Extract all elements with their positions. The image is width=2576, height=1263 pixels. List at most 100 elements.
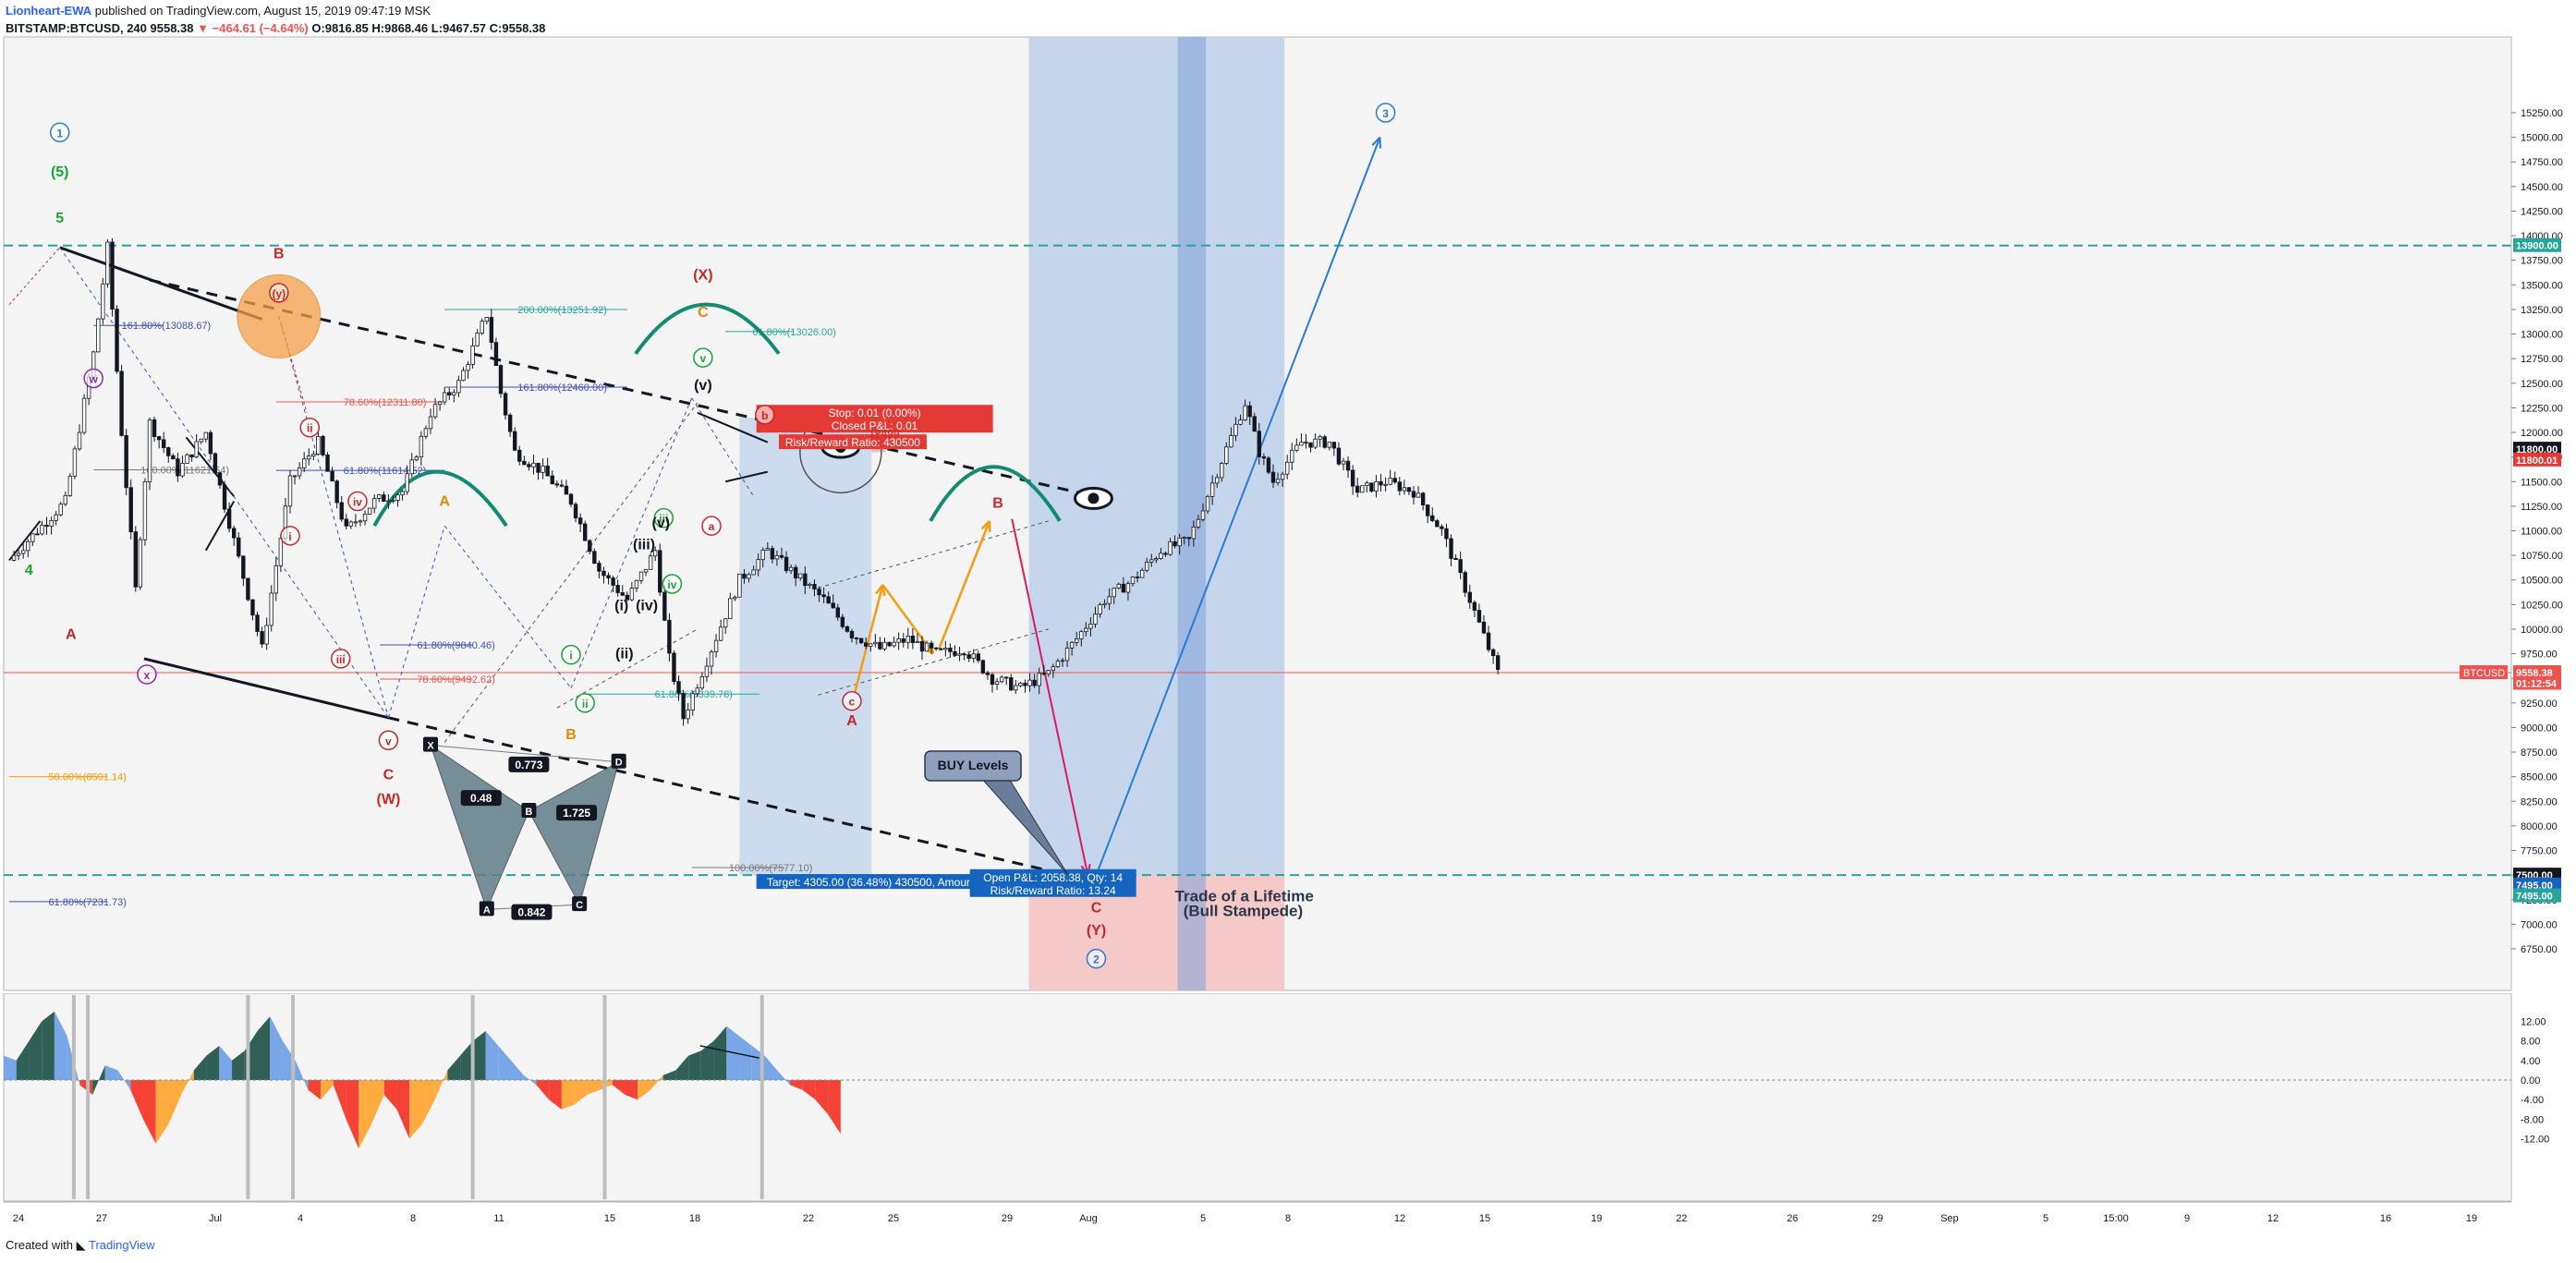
projection-arrow-up-3 (1095, 137, 1381, 876)
time-tick-label: 5 (2043, 1213, 2048, 1224)
oscillator-bar (523, 1075, 537, 1086)
candle-body (513, 431, 517, 451)
wave-label: A (846, 713, 857, 729)
oscillator-bar (321, 1080, 334, 1100)
candle-body (939, 648, 943, 650)
candle-body (461, 370, 466, 382)
harmonic-ratio-label: 1.725 (563, 807, 590, 820)
candle-body (788, 566, 794, 572)
candle-body (1345, 460, 1351, 471)
wave-label: iv (667, 578, 676, 591)
candle-body (849, 630, 855, 638)
time-tick-label: 26 (1787, 1213, 1798, 1224)
symbol-name: BITSTAMP:BTCUSD, 240 (6, 21, 147, 35)
oscillator-bar (54, 1011, 67, 1080)
projection-arrow-up-1 (853, 584, 884, 694)
candle-body (101, 283, 105, 320)
wave-label-circle (330, 649, 351, 669)
candle-body (1463, 572, 1467, 593)
candle-body (648, 555, 653, 570)
oscillator-bar (358, 1080, 372, 1149)
candle-body (573, 504, 578, 519)
time-tick-label: 22 (803, 1213, 814, 1224)
candle-body (577, 517, 583, 525)
publisher-link[interactable]: Lionheart-EWA (6, 4, 92, 18)
trade-of-lifetime-label: Trade of a Lifetime (1175, 887, 1314, 905)
candle-body (1121, 583, 1126, 593)
oscillator-bar (498, 1045, 511, 1080)
wave-label: B (565, 727, 577, 743)
candle-body (962, 653, 966, 656)
candle-body (371, 498, 377, 509)
wave-label: C (383, 768, 395, 783)
candle-body (620, 592, 625, 596)
candle-body (1490, 649, 1496, 657)
candlestick-series (11, 237, 1501, 726)
oscillator-chart[interactable]: 12.00 8.00 4.00 0.00 -4.00 -8.00 -12.00 (0, 993, 2576, 1202)
candle-body (278, 538, 284, 566)
candle-body (166, 447, 171, 456)
short-position-text: Open P&L: 2058.38, Qty: 14 (983, 871, 1123, 884)
wave-label-circle (347, 491, 368, 512)
oscillator-bar (447, 1055, 461, 1080)
candle-body (1075, 638, 1079, 643)
oscillator-series (4, 995, 2511, 1199)
candle-body (301, 458, 307, 468)
oscillator-bar (130, 1080, 143, 1120)
candle-body (915, 640, 920, 644)
candle-body (226, 508, 232, 529)
candle-body (1481, 621, 1487, 634)
candle-body (1205, 495, 1210, 512)
candle-body (1374, 480, 1379, 492)
candle-body (681, 692, 686, 720)
candle-body (1444, 528, 1449, 540)
candle-body (321, 436, 325, 455)
price-chart[interactable]: 161.80%(13088.67) 100.00%(11621.54) 78.60%… (0, 35, 2576, 993)
candle-body (16, 553, 21, 556)
candle-body (353, 521, 358, 524)
oscillator-bar (472, 1031, 486, 1080)
time-axis[interactable]: 24 27 Jul 4 8 11 15 18 22 25 29 Aug 5 8 12 15 19 22 26 29 Se… (0, 1201, 2576, 1234)
wave-label: 3 (1382, 107, 1389, 120)
projection-arrow-up-3-head (1371, 136, 1381, 149)
candle-body (176, 458, 180, 477)
fib-level-label: 61.80%(11614.52) (344, 466, 427, 477)
short-position-target-zone (1028, 37, 1285, 876)
oscillator-bar (206, 1045, 220, 1080)
harmonic-point-marker (572, 896, 588, 912)
candle-body (1046, 670, 1051, 674)
candle-body (105, 241, 110, 285)
candle-body (873, 641, 878, 645)
candle-body (742, 573, 747, 579)
wave-label-circle (755, 405, 775, 425)
candle-body (1018, 683, 1023, 686)
candle-body (615, 585, 620, 593)
candle-body (1440, 526, 1444, 529)
oscillator-bar (409, 1080, 422, 1139)
time-tick-label: 12 (1394, 1213, 1405, 1224)
price-axis[interactable]: 6750.007000.007250.007500.007750.008000.… (2460, 37, 2563, 990)
oscillator-tick-label: -4.00 (2521, 1095, 2544, 1106)
wedge-top (697, 411, 769, 443)
price-tick-label: 11500.00 (2521, 477, 2562, 488)
candle-body (957, 653, 962, 656)
tag-countdown: 01:12:54 (2516, 679, 2558, 690)
footer-brand[interactable]: TradingView (89, 1238, 155, 1252)
candle-body (1406, 487, 1412, 492)
candle-body (1247, 405, 1252, 418)
long-stop-box (756, 405, 993, 433)
oscillator-bar (828, 1080, 841, 1135)
candle-body (325, 454, 330, 472)
candle-body (287, 475, 293, 507)
wave-label-circle (653, 507, 674, 528)
candle-body (1220, 462, 1224, 479)
candle-body (1350, 469, 1355, 487)
candle-body (260, 631, 264, 645)
candle-body (1360, 485, 1365, 493)
candle-body (718, 626, 723, 641)
candle-body (1341, 460, 1346, 465)
candle-body (760, 549, 765, 561)
candle-body (156, 436, 162, 441)
retracement-dashed-2 (278, 316, 389, 718)
oscillator-tick-label: 4.00 (2521, 1056, 2540, 1067)
